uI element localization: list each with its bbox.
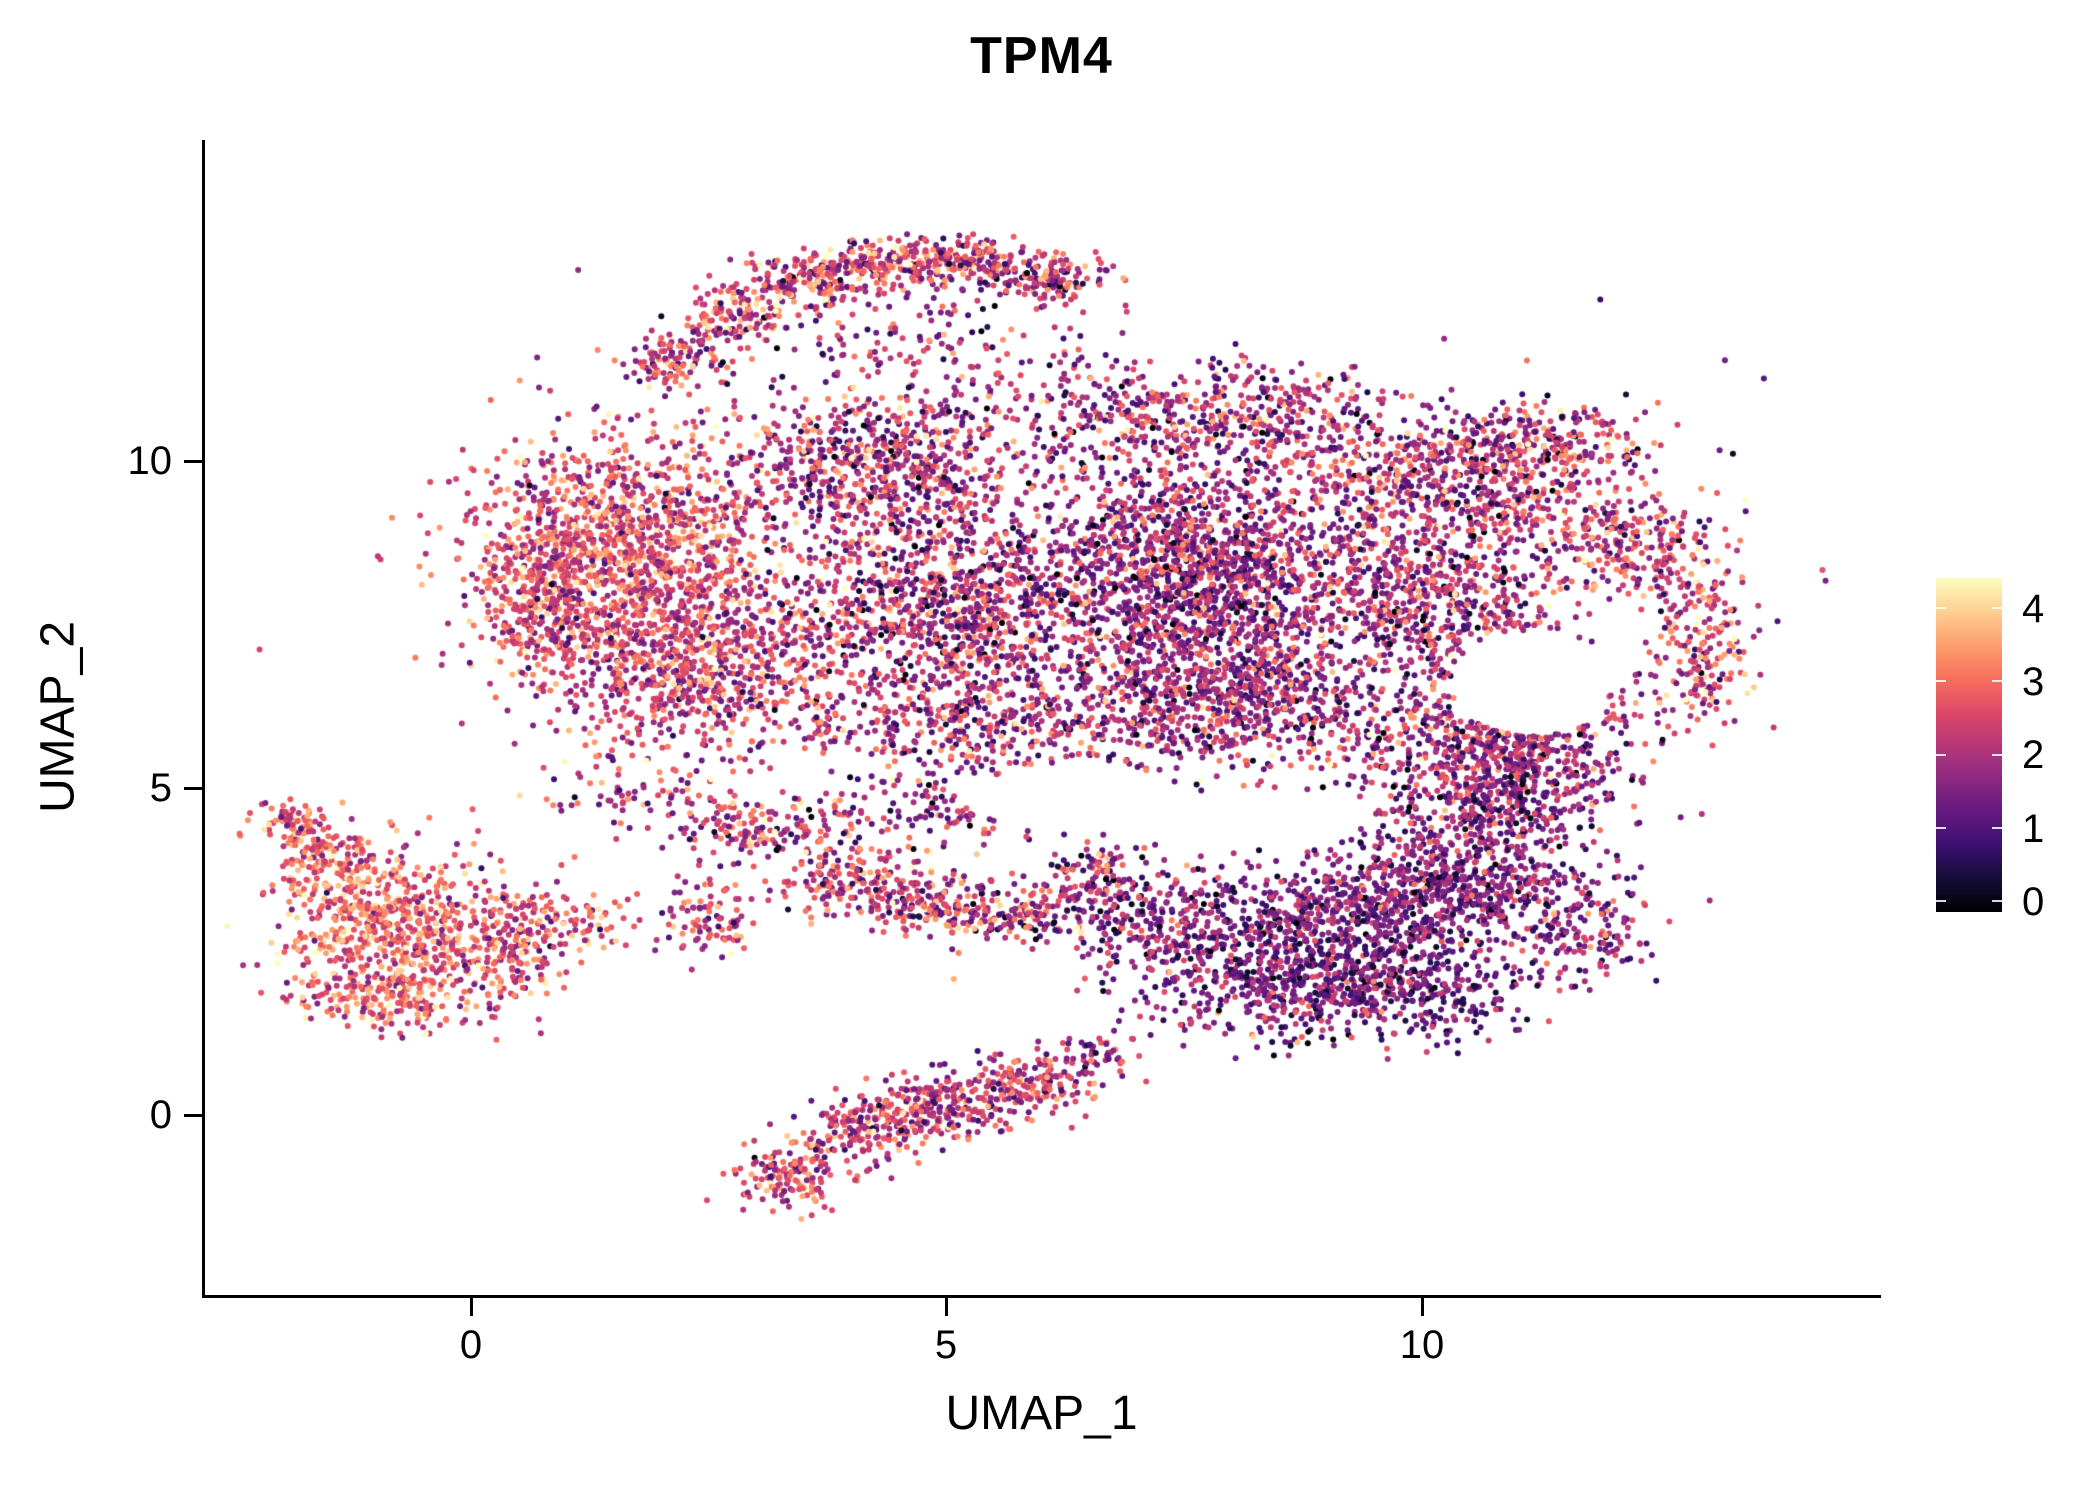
colorbar-tick-mark (1992, 900, 2002, 902)
x-axis-tick (470, 1298, 473, 1316)
colorbar-tick-label: 1 (2022, 807, 2045, 851)
colorbar-tick-mark (1992, 607, 2002, 609)
x-tick-label: 0 (459, 1323, 483, 1367)
colorbar-tick-label: 4 (2022, 587, 2045, 631)
x-axis-tick (945, 1298, 948, 1316)
y-axis-tick (184, 1114, 202, 1117)
colorbar-tick-mark (1936, 900, 1946, 902)
y-tick-label: 5 (149, 766, 172, 810)
x-axis-tick (1421, 1298, 1424, 1316)
colorbar-tick-mark (1936, 754, 1946, 756)
colorbar-tick-mark (1992, 680, 2002, 682)
colorbar (1936, 578, 2002, 912)
y-tick-label: 10 (127, 439, 173, 483)
x-tick-label: 5 (934, 1323, 958, 1367)
y-axis-title: UMAP_2 (31, 620, 85, 814)
colorbar-tick-mark (1992, 827, 2002, 829)
x-tick-label: 10 (1399, 1323, 1445, 1367)
colorbar-tick-label: 2 (2022, 733, 2045, 777)
colorbar-tick-mark (1936, 827, 1946, 829)
colorbar-tick-label: 3 (2022, 660, 2045, 704)
y-tick-label: 0 (149, 1093, 172, 1137)
colorbar-tick-mark (1936, 607, 1946, 609)
y-axis-tick (184, 787, 202, 790)
y-axis-tick (184, 460, 202, 463)
colorbar-tick-mark (1936, 680, 1946, 682)
x-axis-title: UMAP_1 (945, 1387, 1138, 1440)
colorbar-gradient (1936, 578, 2002, 912)
y-axis-line (202, 140, 205, 1298)
colorbar-tick-label: 0 (2022, 880, 2045, 924)
colorbar-tick-mark (1992, 754, 2002, 756)
x-axis-line (202, 1295, 1881, 1298)
